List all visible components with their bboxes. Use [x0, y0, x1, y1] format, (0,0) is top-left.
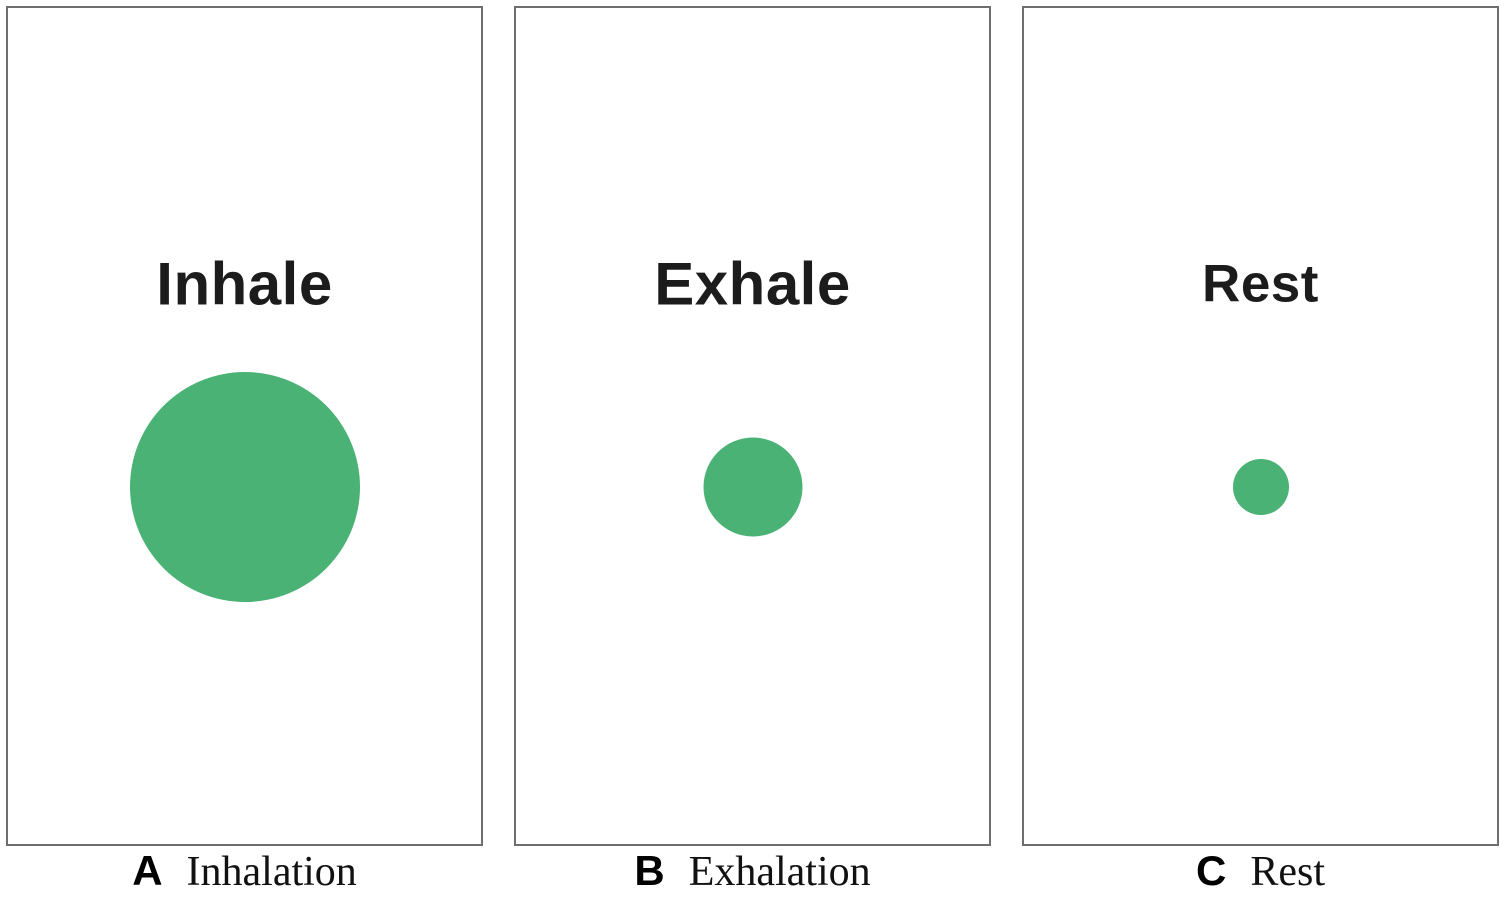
- panel-inhalation: Inhale: [6, 6, 483, 846]
- caption-exhalation: B Exhalation: [514, 846, 991, 900]
- subfigure-letter-b: B: [634, 847, 665, 894]
- panels-row: Inhale Exhale Rest: [6, 6, 1499, 846]
- panel-rest: Rest: [1022, 6, 1499, 846]
- subfigure-letter-a: A: [132, 847, 163, 894]
- inhale-phase-title: Inhale: [156, 250, 333, 318]
- breathing-circle-large: [129, 372, 360, 603]
- rest-phase-title: Rest: [1202, 254, 1319, 314]
- breathing-circle-medium: [703, 437, 802, 537]
- caption-rest: C Rest: [1022, 846, 1499, 900]
- caption-label-rest: Rest: [1250, 849, 1325, 895]
- caption-label-exhalation: Exhalation: [688, 849, 871, 895]
- caption-label-inhalation: Inhalation: [186, 849, 357, 895]
- breathing-circle-small: [1232, 459, 1289, 516]
- panel-exhalation: Exhale: [514, 6, 991, 846]
- subfigure-letter-c: C: [1195, 847, 1227, 894]
- caption-inhalation: A Inhalation: [6, 846, 483, 900]
- exhale-phase-title: Exhale: [654, 250, 851, 318]
- captions-row: A Inhalation B Exhalation C Rest: [0, 846, 1505, 900]
